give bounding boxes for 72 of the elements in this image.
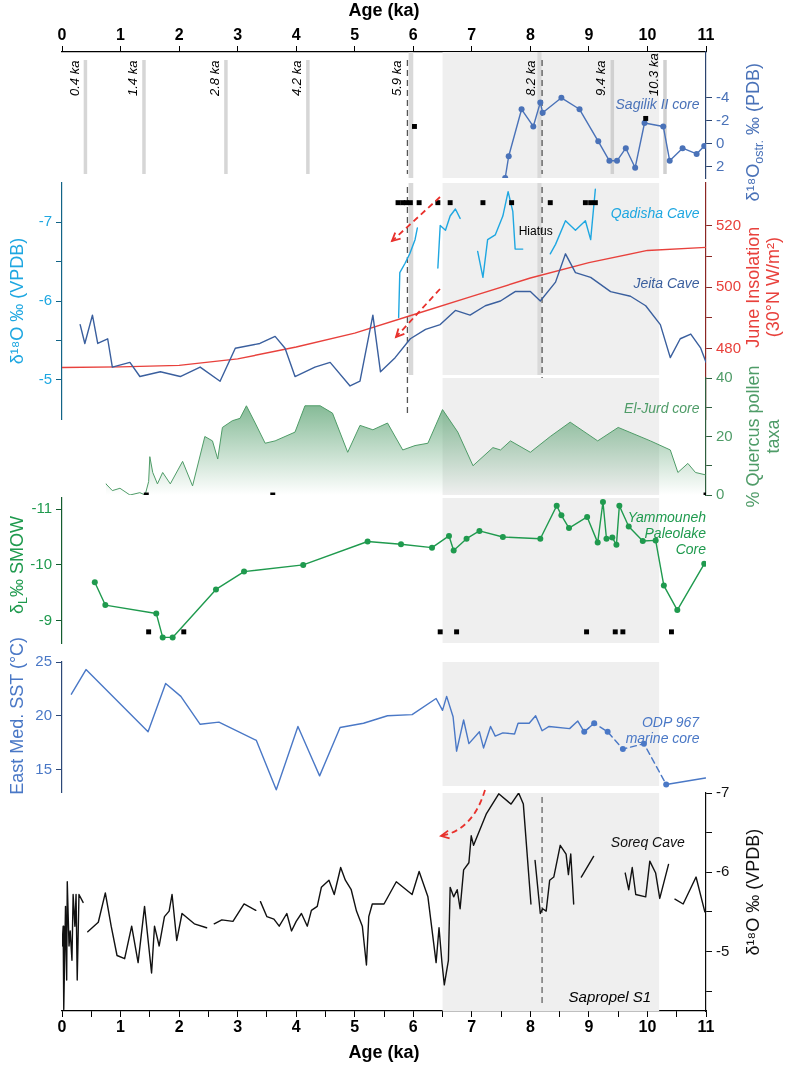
series-label: El-Jurd core: [624, 400, 700, 417]
y2-tick-label: 20: [716, 426, 733, 444]
ref-line-label: 1.4 ka: [125, 60, 141, 96]
x-tick-label: 3: [233, 25, 243, 43]
y2-tick-label: 2: [716, 156, 725, 174]
y2-axis-title: δ¹⁸O ‰ (VPDB): [742, 828, 763, 956]
y-axis-title: δL‰ SMOW: [6, 515, 30, 614]
x-tick-label: 0: [57, 1018, 67, 1036]
y-tick-label: 20: [35, 705, 52, 723]
x-tick-label: 3: [233, 1018, 243, 1036]
x-tick-label: 9: [584, 25, 594, 43]
ref-line-label: 10.3 ka: [646, 53, 662, 96]
y-tick-label: -11: [31, 499, 52, 517]
band-label: Sapropel S1: [568, 988, 652, 1006]
x-tick-label: 1: [116, 25, 126, 43]
y2-tick-label: 520: [716, 216, 742, 234]
annotation: Hiatus: [518, 224, 553, 239]
x-tick-label: 6: [408, 25, 418, 43]
y2-tick-label: -4: [716, 87, 730, 105]
x-tick-label: 4: [291, 1018, 301, 1036]
ref-line-label: 4.2 ka: [289, 60, 304, 96]
series-label: Jeita Cave: [632, 275, 700, 292]
y2-tick-label: -2: [716, 110, 730, 128]
x-tick-label: 10: [638, 1018, 657, 1036]
y2-tick-label: 480: [716, 338, 742, 356]
series-label: Sagilik II core: [615, 95, 700, 112]
x-tick-label: 6: [408, 1018, 418, 1036]
y-tick-label: 25: [35, 652, 52, 670]
x-axis-title: Age (ka): [348, 0, 420, 20]
x-tick-label: 7: [467, 25, 477, 43]
y2-tick-label: 0: [716, 485, 725, 503]
y2-tick-label: -5: [716, 941, 730, 959]
y2-axis-title: δ¹⁸Oostr. ‰ (PDB): [742, 62, 766, 202]
x-tick-label: 2: [174, 25, 184, 43]
x-tick-label: 2: [174, 1018, 184, 1036]
y-tick-label: -9: [38, 610, 52, 628]
y-tick-label: -5: [38, 369, 52, 387]
x-tick-label: 11: [697, 25, 715, 43]
ref-line-label: 0.4 ka: [66, 60, 82, 96]
y2-tick-label: -6: [716, 862, 730, 880]
x-tick-label: 4: [291, 25, 301, 43]
x-tick-label: 11: [697, 1018, 715, 1036]
y2-tick-label: 500: [716, 277, 742, 295]
x-tick-label: 8: [525, 1018, 535, 1036]
x-tick-label: 8: [525, 25, 535, 43]
x-tick-label: 1: [116, 1018, 126, 1036]
text: ODP 967 marine core: [625, 713, 701, 746]
ref-line-label: 5.9 ka: [388, 60, 404, 96]
y2-tick-label: -7: [716, 783, 730, 801]
x-tick-label: 9: [584, 1018, 594, 1036]
y2-axis-title: % Quercus pollen taxa: [742, 365, 783, 508]
x-tick-label: 5: [350, 1018, 360, 1036]
x-axis-title: Age (ka): [348, 1042, 420, 1063]
y-axis-title: δ¹⁸O ‰ (VPDB): [6, 237, 27, 365]
y2-axis-title: June Insolation (30°N W/m²): [742, 226, 783, 348]
series-label: Yammouneh Paleolake Core: [627, 509, 707, 558]
x-tick-label: 10: [638, 25, 657, 43]
y2-tick-label: 40: [716, 368, 733, 386]
y-tick-label: -10: [30, 555, 52, 573]
series-label: Qadisha Cave: [610, 204, 700, 221]
y-axis-title: East Med. SST (°C): [6, 636, 27, 795]
y-tick-label: 15: [35, 759, 52, 777]
x-tick-label: 7: [467, 1018, 477, 1036]
y2-tick-label: 0: [716, 133, 725, 151]
series-label: Soreq Cave: [610, 834, 685, 851]
x-tick-label: 0: [57, 25, 67, 43]
ref-line-label: 8.2 ka: [523, 60, 539, 96]
y-tick-label: -7: [38, 212, 52, 230]
x-tick-label: 5: [350, 25, 360, 43]
y-tick-label: -6: [38, 291, 52, 309]
ref-line-label: 9.4 ka: [593, 60, 609, 96]
ref-line-label: 2.8 ka: [207, 60, 223, 97]
